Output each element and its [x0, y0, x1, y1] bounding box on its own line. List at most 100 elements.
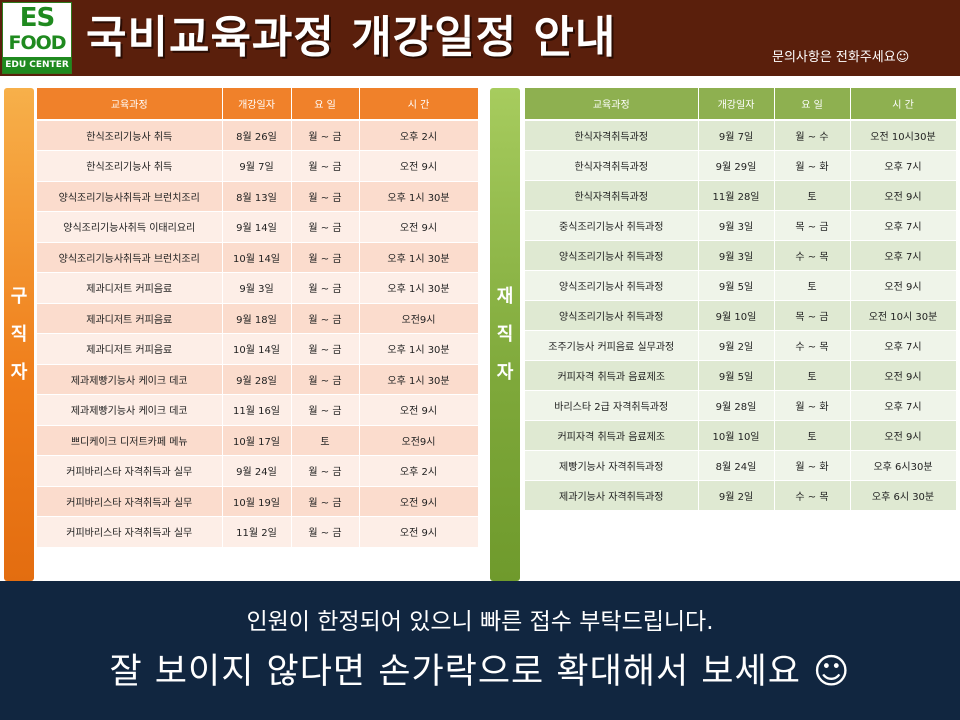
- cell-course: 제과디저트 커피음료: [37, 303, 223, 334]
- table-row: 커피자격 취득과 음료제조 9월 5일 토 오전 9시: [525, 360, 957, 391]
- cell-days: 월 ~ 금: [291, 486, 360, 517]
- column-header-time: 시 간: [359, 88, 479, 121]
- table-row: 쁘디케이크 디저트카페 메뉴 10월 17일 토 오전9시: [37, 425, 479, 456]
- cell-time: 오전 9시: [359, 211, 479, 243]
- cell-days: 월 ~ 금: [291, 272, 360, 304]
- table-row: 제빵기능사 자격취득과정 8월 24일 월 ~ 화 오후 6시30분: [525, 450, 957, 481]
- table-row: 커피바리스타 자격취득과 실무 9월 24일 월 ~ 금 오후 2시: [37, 455, 479, 487]
- cell-time: 오전 9시: [850, 180, 957, 211]
- cell-time: 오전 9시: [359, 394, 479, 426]
- cell-time: 오전 9시: [850, 420, 957, 451]
- cell-course: 양식조리기능사취득 이태리요리: [37, 211, 223, 243]
- cell-days: 월 ~ 금: [291, 516, 360, 548]
- cell-start-date: 8월 26일: [222, 120, 292, 151]
- cell-time: 오전 9시: [850, 270, 957, 301]
- table-row: 바리스타 2급 자격취득과정 9월 28일 월 ~ 화 오후 7시: [525, 390, 957, 421]
- table-row: 한식조리기능사 취득 8월 26일 월 ~ 금 오후 2시: [37, 120, 479, 151]
- cell-days: 월 ~ 금: [291, 394, 360, 426]
- contact-note: 문의사항은 전화주세요☺: [772, 50, 910, 65]
- cell-course: 한식조리기능사 취득: [37, 120, 223, 151]
- cell-course: 제과제빵기능사 케이크 데코: [37, 394, 223, 426]
- cell-course: 조주기능사 커피음료 실무과정: [525, 330, 699, 361]
- cell-start-date: 10월 19일: [222, 486, 292, 517]
- column-header-start-date: 개강일자: [698, 88, 775, 121]
- cell-days: 월 ~ 금: [291, 242, 360, 273]
- cell-days: 월 ~ 금: [291, 364, 360, 395]
- cell-time: 오후 1시 30분: [359, 272, 479, 304]
- cell-course: 커피바리스타 자격취득과 실무: [37, 516, 223, 548]
- table-header-row: 교육과정 개강일자 요 일 시 간: [37, 88, 479, 121]
- cell-days: 월 ~ 금: [291, 120, 360, 151]
- employees-schedule-table: 교육과정 개강일자 요 일 시 간 한식자격취득과정 9월 7일 월 ~ 수 오전 1…: [525, 88, 957, 511]
- cell-time: 오전 9시: [359, 486, 479, 517]
- cell-time: 오전 10시 30분: [850, 300, 957, 331]
- cell-time: 오전 10시30분: [850, 120, 957, 151]
- cell-days: 토: [291, 425, 360, 456]
- es-food-logo[interactable]: ES FOOD EDU CENTER: [2, 2, 72, 74]
- cell-start-date: 9월 18일: [222, 303, 292, 334]
- table-row: 양식조리기능사 취득과정 9월 3일 수 ~ 목 오후 7시: [525, 240, 957, 271]
- table-row: 제과기능사 자격취득과정 9월 2일 수 ~ 목 오후 6시 30분: [525, 480, 957, 511]
- footer-banner: 인원이 한정되어 있으니 빠른 접수 부탁드립니다. 잘 보이지 않다면 손가락…: [0, 581, 960, 720]
- column-header-course: 교육과정: [525, 88, 699, 121]
- cell-start-date: 10월 14일: [222, 242, 292, 273]
- cell-days: 월 ~ 금: [291, 211, 360, 243]
- table-row: 양식조리기능사 취득과정 9월 5일 토 오전 9시: [525, 270, 957, 301]
- cell-days: 월 ~ 화: [774, 150, 851, 181]
- table-header-row: 교육과정 개강일자 요 일 시 간: [525, 88, 957, 121]
- cell-time: 오후 7시: [850, 210, 957, 241]
- cell-time: 오후 7시: [850, 390, 957, 421]
- cell-time: 오전9시: [359, 303, 479, 334]
- cell-time: 오후 2시: [359, 120, 479, 151]
- cell-time: 오후 1시 30분: [359, 242, 479, 273]
- cell-course: 양식조리기능사취득과 브런치조리: [37, 181, 223, 212]
- table-row: 조주기능사 커피음료 실무과정 9월 2일 수 ~ 목 오후 7시: [525, 330, 957, 361]
- cell-days: 월 ~ 금: [291, 455, 360, 487]
- cell-course: 제과디저트 커피음료: [37, 333, 223, 365]
- cell-start-date: 9월 3일: [698, 210, 775, 241]
- cell-course: 양식조리기능사취득과 브런치조리: [37, 242, 223, 273]
- cell-course: 제빵기능사 자격취득과정: [525, 450, 699, 481]
- table-row: 양식조리기능사 취득과정 9월 10일 목 ~ 금 오전 10시 30분: [525, 300, 957, 331]
- cell-course: 제과제빵기능사 케이크 데코: [37, 364, 223, 395]
- cell-days: 토: [774, 270, 851, 301]
- cell-start-date: 9월 5일: [698, 270, 775, 301]
- logo-food-text: FOOD: [8, 32, 66, 54]
- table-row: 중식조리기능사 취득과정 9월 3일 목 ~ 금 오후 7시: [525, 210, 957, 241]
- table-row: 양식조리기능사취득과 브런치조리 10월 14일 월 ~ 금 오후 1시 30분: [37, 242, 479, 273]
- column-header-days: 요 일: [774, 88, 851, 121]
- cell-course: 양식조리기능사 취득과정: [525, 240, 699, 271]
- column-header-course: 교육과정: [37, 88, 223, 121]
- cell-days: 목 ~ 금: [774, 210, 851, 241]
- cell-time: 오전 9시: [850, 360, 957, 391]
- job-seekers-label: 구 직 자: [4, 88, 34, 581]
- footer-zoom-tip: 잘 보이지 않다면 손가락으로 확대해서 보세요 ☺: [109, 652, 851, 692]
- page-title: 국비교육과정 개강일정 안내: [86, 12, 617, 63]
- table-row: 제과제빵기능사 케이크 데코 9월 28일 월 ~ 금 오후 1시 30분: [37, 364, 479, 395]
- cell-days: 월 ~ 수: [774, 120, 851, 151]
- cell-course: 양식조리기능사 취득과정: [525, 300, 699, 331]
- employees-label: 재 직 자: [490, 88, 520, 581]
- cell-start-date: 11월 2일: [222, 516, 292, 548]
- logo-es-text: ES: [19, 3, 56, 33]
- cell-course: 한식조리기능사 취득: [37, 150, 223, 182]
- table-row: 양식조리기능사취득 이태리요리 9월 14일 월 ~ 금 오전 9시: [37, 211, 479, 243]
- cell-start-date: 9월 7일: [222, 150, 292, 182]
- table-row: 커피자격 취득과 음료제조 10월 10일 토 오전 9시: [525, 420, 957, 451]
- table-row: 한식조리기능사 취득 9월 7일 월 ~ 금 오전 9시: [37, 150, 479, 182]
- cell-days: 목 ~ 금: [774, 300, 851, 331]
- cell-start-date: 9월 5일: [698, 360, 775, 391]
- table-row: 커피바리스타 자격취득과 실무 11월 2일 월 ~ 금 오전 9시: [37, 516, 479, 548]
- cell-start-date: 10월 10일: [698, 420, 775, 451]
- cell-course: 바리스타 2급 자격취득과정: [525, 390, 699, 421]
- cell-time: 오전 9시: [359, 150, 479, 182]
- table-row: 제과제빵기능사 케이크 데코 11월 16일 월 ~ 금 오전 9시: [37, 394, 479, 426]
- cell-start-date: 9월 7일: [698, 120, 775, 151]
- cell-course: 커피바리스타 자격취득과 실무: [37, 486, 223, 517]
- column-header-time: 시 간: [850, 88, 957, 121]
- table-row: 제과디저트 커피음료 9월 18일 월 ~ 금 오전9시: [37, 303, 479, 334]
- cell-course: 중식조리기능사 취득과정: [525, 210, 699, 241]
- cell-start-date: 8월 24일: [698, 450, 775, 481]
- cell-start-date: 11월 28일: [698, 180, 775, 211]
